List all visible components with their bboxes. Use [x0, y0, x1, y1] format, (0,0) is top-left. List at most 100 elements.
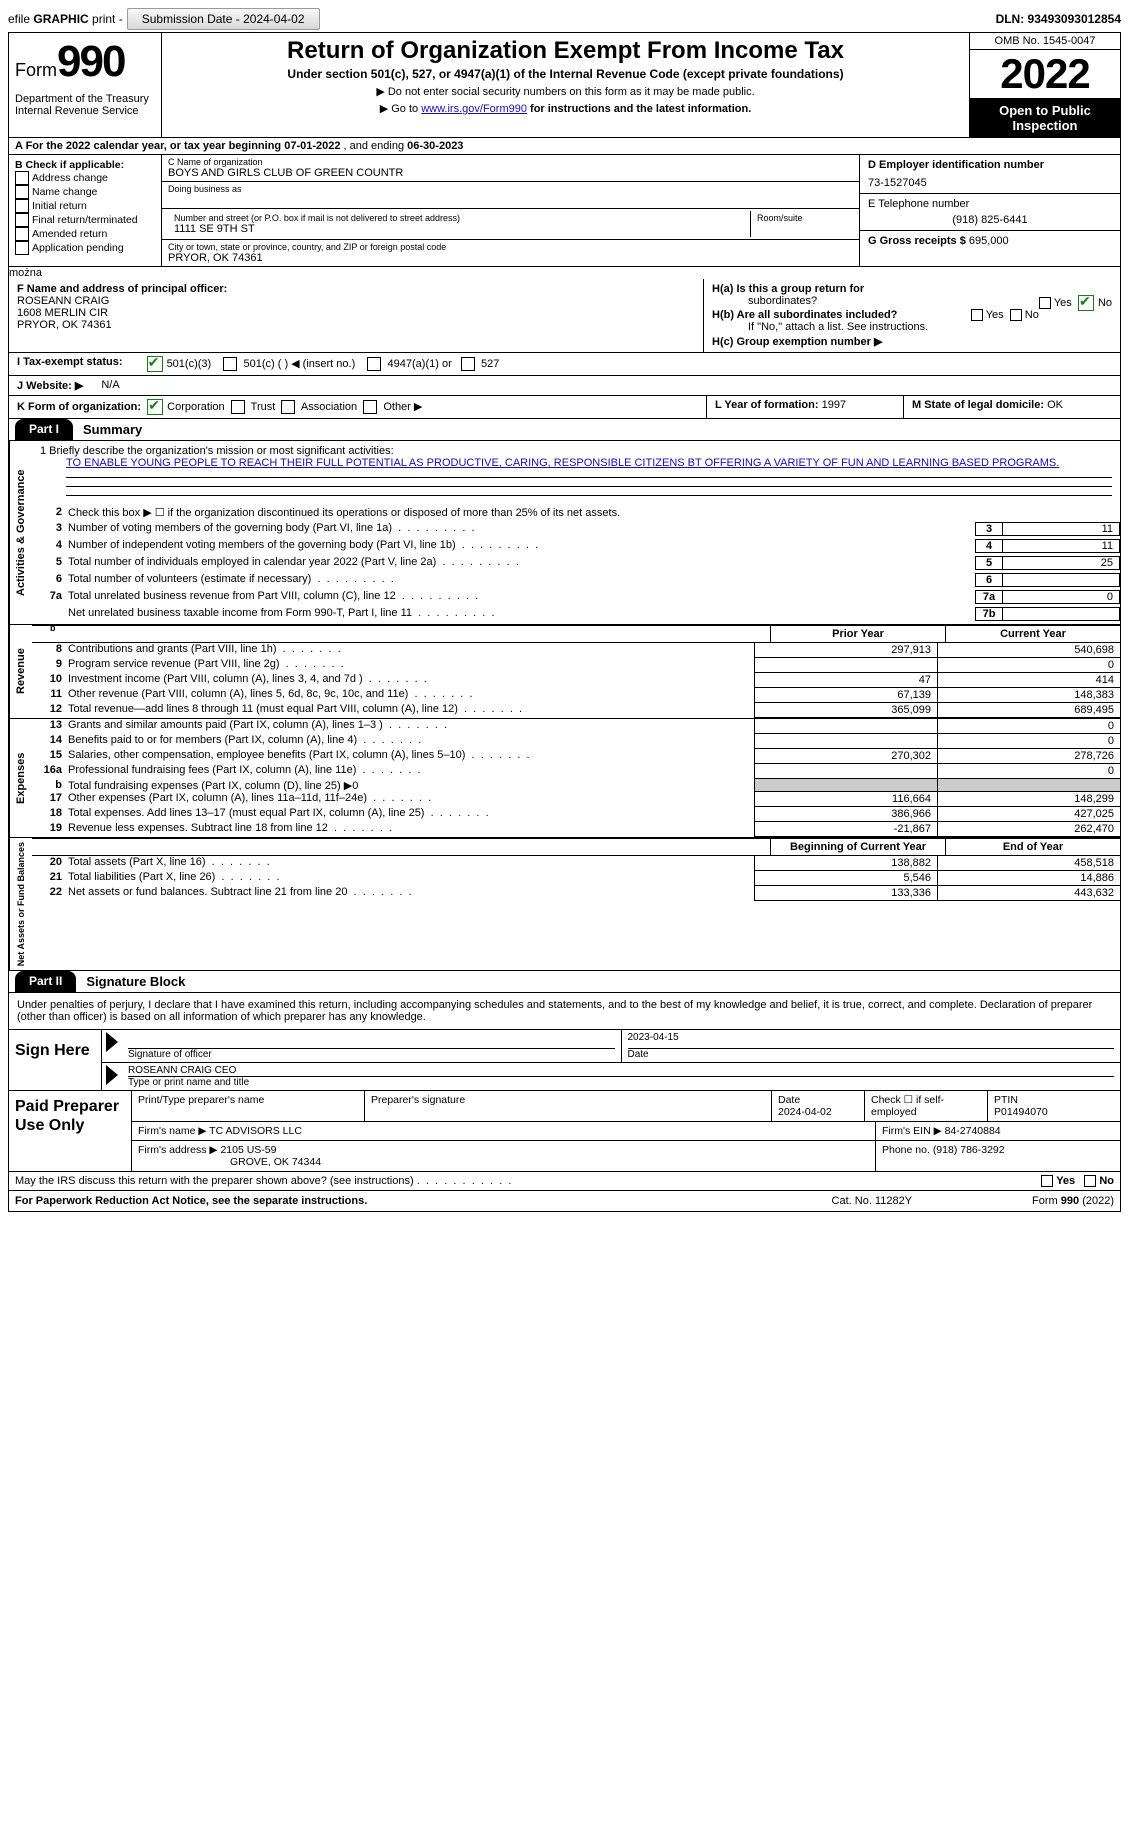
- lineno: 17: [32, 792, 68, 807]
- prep-line-3: Firm's address ▶ 2105 US-59 GROVE, OK 74…: [132, 1141, 1120, 1171]
- lineno: 21: [32, 871, 68, 886]
- fin-line-12: 12Total revenue—add lines 8 through 11 (…: [32, 703, 1120, 718]
- sig-officer-label: Signature of officer: [128, 1049, 615, 1060]
- i-4947-box[interactable]: [367, 357, 381, 371]
- b-opt-1[interactable]: Name change: [15, 185, 155, 199]
- cy: 262,470: [937, 822, 1120, 837]
- py: -21,867: [754, 822, 937, 837]
- desc: Total expenses. Add lines 13–17 (must eq…: [68, 807, 754, 822]
- lineno: 22: [32, 886, 68, 901]
- form-num: 990: [57, 37, 124, 86]
- irs-link[interactable]: www.irs.gov/Form990: [421, 103, 527, 115]
- addr-value: 1111 SE 9TH ST: [174, 223, 744, 235]
- fin-line-19: 19Revenue less expenses. Subtract line 1…: [32, 822, 1120, 837]
- i-label: I Tax-exempt status:: [9, 353, 139, 375]
- f-label: F Name and address of principal officer:: [17, 283, 227, 295]
- cy: [937, 779, 1120, 792]
- j-label: J Website: ▶: [9, 376, 93, 395]
- preparer-label: Paid Preparer Use Only: [9, 1091, 132, 1171]
- c-addr-row: Number and street (or P.O. box if mail i…: [162, 209, 859, 240]
- hb-yes-box[interactable]: [971, 309, 983, 321]
- lineno: 11: [32, 688, 68, 703]
- form-title: Return of Organization Exempt From Incom…: [168, 37, 963, 65]
- section-f: F Name and address of principal officer:…: [9, 279, 704, 352]
- desc: Net unrelated business taxable income fr…: [68, 607, 975, 621]
- k-assoc-box[interactable]: [281, 400, 295, 414]
- ptin-value: P01494070: [994, 1106, 1048, 1118]
- k-trust-box[interactable]: [231, 400, 245, 414]
- b-opt-4[interactable]: Amended return: [15, 227, 155, 241]
- desc: Number of voting members of the governin…: [68, 522, 975, 536]
- box: 5: [975, 556, 1003, 570]
- i-501c-box[interactable]: [223, 357, 237, 371]
- py: 5,546: [754, 871, 937, 886]
- hb-label: H(b) Are all subordinates included?: [712, 309, 897, 321]
- lineno: 16a: [32, 764, 68, 779]
- c-city-cell: City or town, state or province, country…: [162, 240, 859, 266]
- form-outer: Form990 Department of the Treasury Inter…: [8, 32, 1121, 1212]
- b-opt-5[interactable]: Application pending: [15, 241, 155, 255]
- sign-body: Signature of officer 2023-04-15 Date ROS…: [102, 1030, 1120, 1090]
- py: 365,099: [754, 703, 937, 718]
- k-opt3: Other ▶: [383, 401, 422, 413]
- net-body: Beginning of Current Year End of Year 20…: [32, 838, 1120, 970]
- cy: 278,726: [937, 749, 1120, 764]
- i-501c3-box[interactable]: [147, 356, 163, 372]
- part2-badge: Part II: [15, 971, 76, 992]
- b-opt-3[interactable]: Final return/terminated: [15, 213, 155, 227]
- k-opt2: Association: [301, 401, 357, 413]
- summary-rev: Revenue Prior Year Current Year 8Contrib…: [9, 625, 1120, 719]
- cy: 0: [937, 764, 1120, 779]
- m-value: OK: [1047, 399, 1063, 411]
- city-value: PRYOR, OK 74361: [168, 252, 853, 264]
- lineno: 10: [32, 673, 68, 688]
- py: [754, 719, 937, 734]
- desc: Total fundraising expenses (Part IX, col…: [68, 779, 754, 792]
- ptin-label: PTIN: [994, 1094, 1018, 1106]
- firm-name-label: Firm's name ▶: [138, 1125, 206, 1137]
- desc: Investment income (Part VIII, column (A)…: [68, 673, 754, 688]
- bottom-row: For Paperwork Reduction Act Notice, see …: [9, 1190, 1120, 1211]
- box: 3: [975, 522, 1003, 536]
- py: 138,882: [754, 856, 937, 871]
- py: 270,302: [754, 749, 937, 764]
- ha-row: H(a) Is this a group return for subordin…: [712, 283, 1112, 307]
- fin-line-13: 13Grants and similar amounts paid (Part …: [32, 719, 1120, 734]
- gov-line-3: 3Number of voting members of the governi…: [32, 520, 1120, 537]
- prep-sig-cell: Preparer's signature: [365, 1091, 772, 1121]
- gov-line-7a: 7aTotal unrelated business revenue from …: [32, 588, 1120, 605]
- hb-no-box[interactable]: [1010, 309, 1022, 321]
- efile-prefix: efile: [8, 12, 30, 26]
- k-other-box[interactable]: [363, 400, 377, 414]
- sign-here-label: Sign Here: [9, 1030, 102, 1090]
- desc: Total number of volunteers (estimate if …: [68, 573, 975, 587]
- ein-label: D Employer identification number: [868, 159, 1044, 171]
- identification-row: B Check if applicable: Address change Na…: [9, 155, 1120, 267]
- f-street: 1608 MERLIN CIR: [17, 307, 108, 319]
- b-opt-0[interactable]: Address change: [15, 171, 155, 185]
- city-label: City or town, state or province, country…: [168, 242, 853, 252]
- firm-addr-label: Firm's address ▶: [138, 1144, 218, 1156]
- desc: Total unrelated business revenue from Pa…: [68, 590, 975, 604]
- prep-name-label: Print/Type preparer's name: [138, 1094, 358, 1106]
- ha-yes-box[interactable]: [1039, 297, 1051, 309]
- note2-suffix: for instructions and the latest informat…: [527, 103, 751, 115]
- b-opt-3-label: Final return/terminated: [32, 214, 138, 226]
- submission-date-button[interactable]: Submission Date - 2024-04-02: [127, 8, 320, 30]
- gross-cell: G Gross receipts $ 695,000: [860, 231, 1120, 266]
- discuss-no-box[interactable]: [1084, 1175, 1096, 1187]
- b-opt-2[interactable]: Initial return: [15, 199, 155, 213]
- b-label: B Check if applicable:: [15, 159, 155, 171]
- ha-no-box[interactable]: [1078, 295, 1094, 311]
- discuss-yes-box[interactable]: [1041, 1175, 1053, 1187]
- desc: Program service revenue (Part VIII, line…: [68, 658, 754, 673]
- k-corp-box[interactable]: [147, 399, 163, 415]
- section-c: C Name of organization BOYS AND GIRLS CL…: [162, 155, 860, 266]
- discuss-no: No: [1099, 1175, 1114, 1187]
- i-527-box[interactable]: [461, 357, 475, 371]
- prep-line-1: Print/Type preparer's name Preparer's si…: [132, 1091, 1120, 1122]
- mission-text: TO ENABLE YOUNG PEOPLE TO REACH THEIR FU…: [66, 457, 1059, 469]
- dept-irs: Internal Revenue Service: [15, 105, 155, 117]
- lineno: 12: [32, 703, 68, 718]
- fin-line-17: 17Other expenses (Part IX, column (A), l…: [32, 792, 1120, 807]
